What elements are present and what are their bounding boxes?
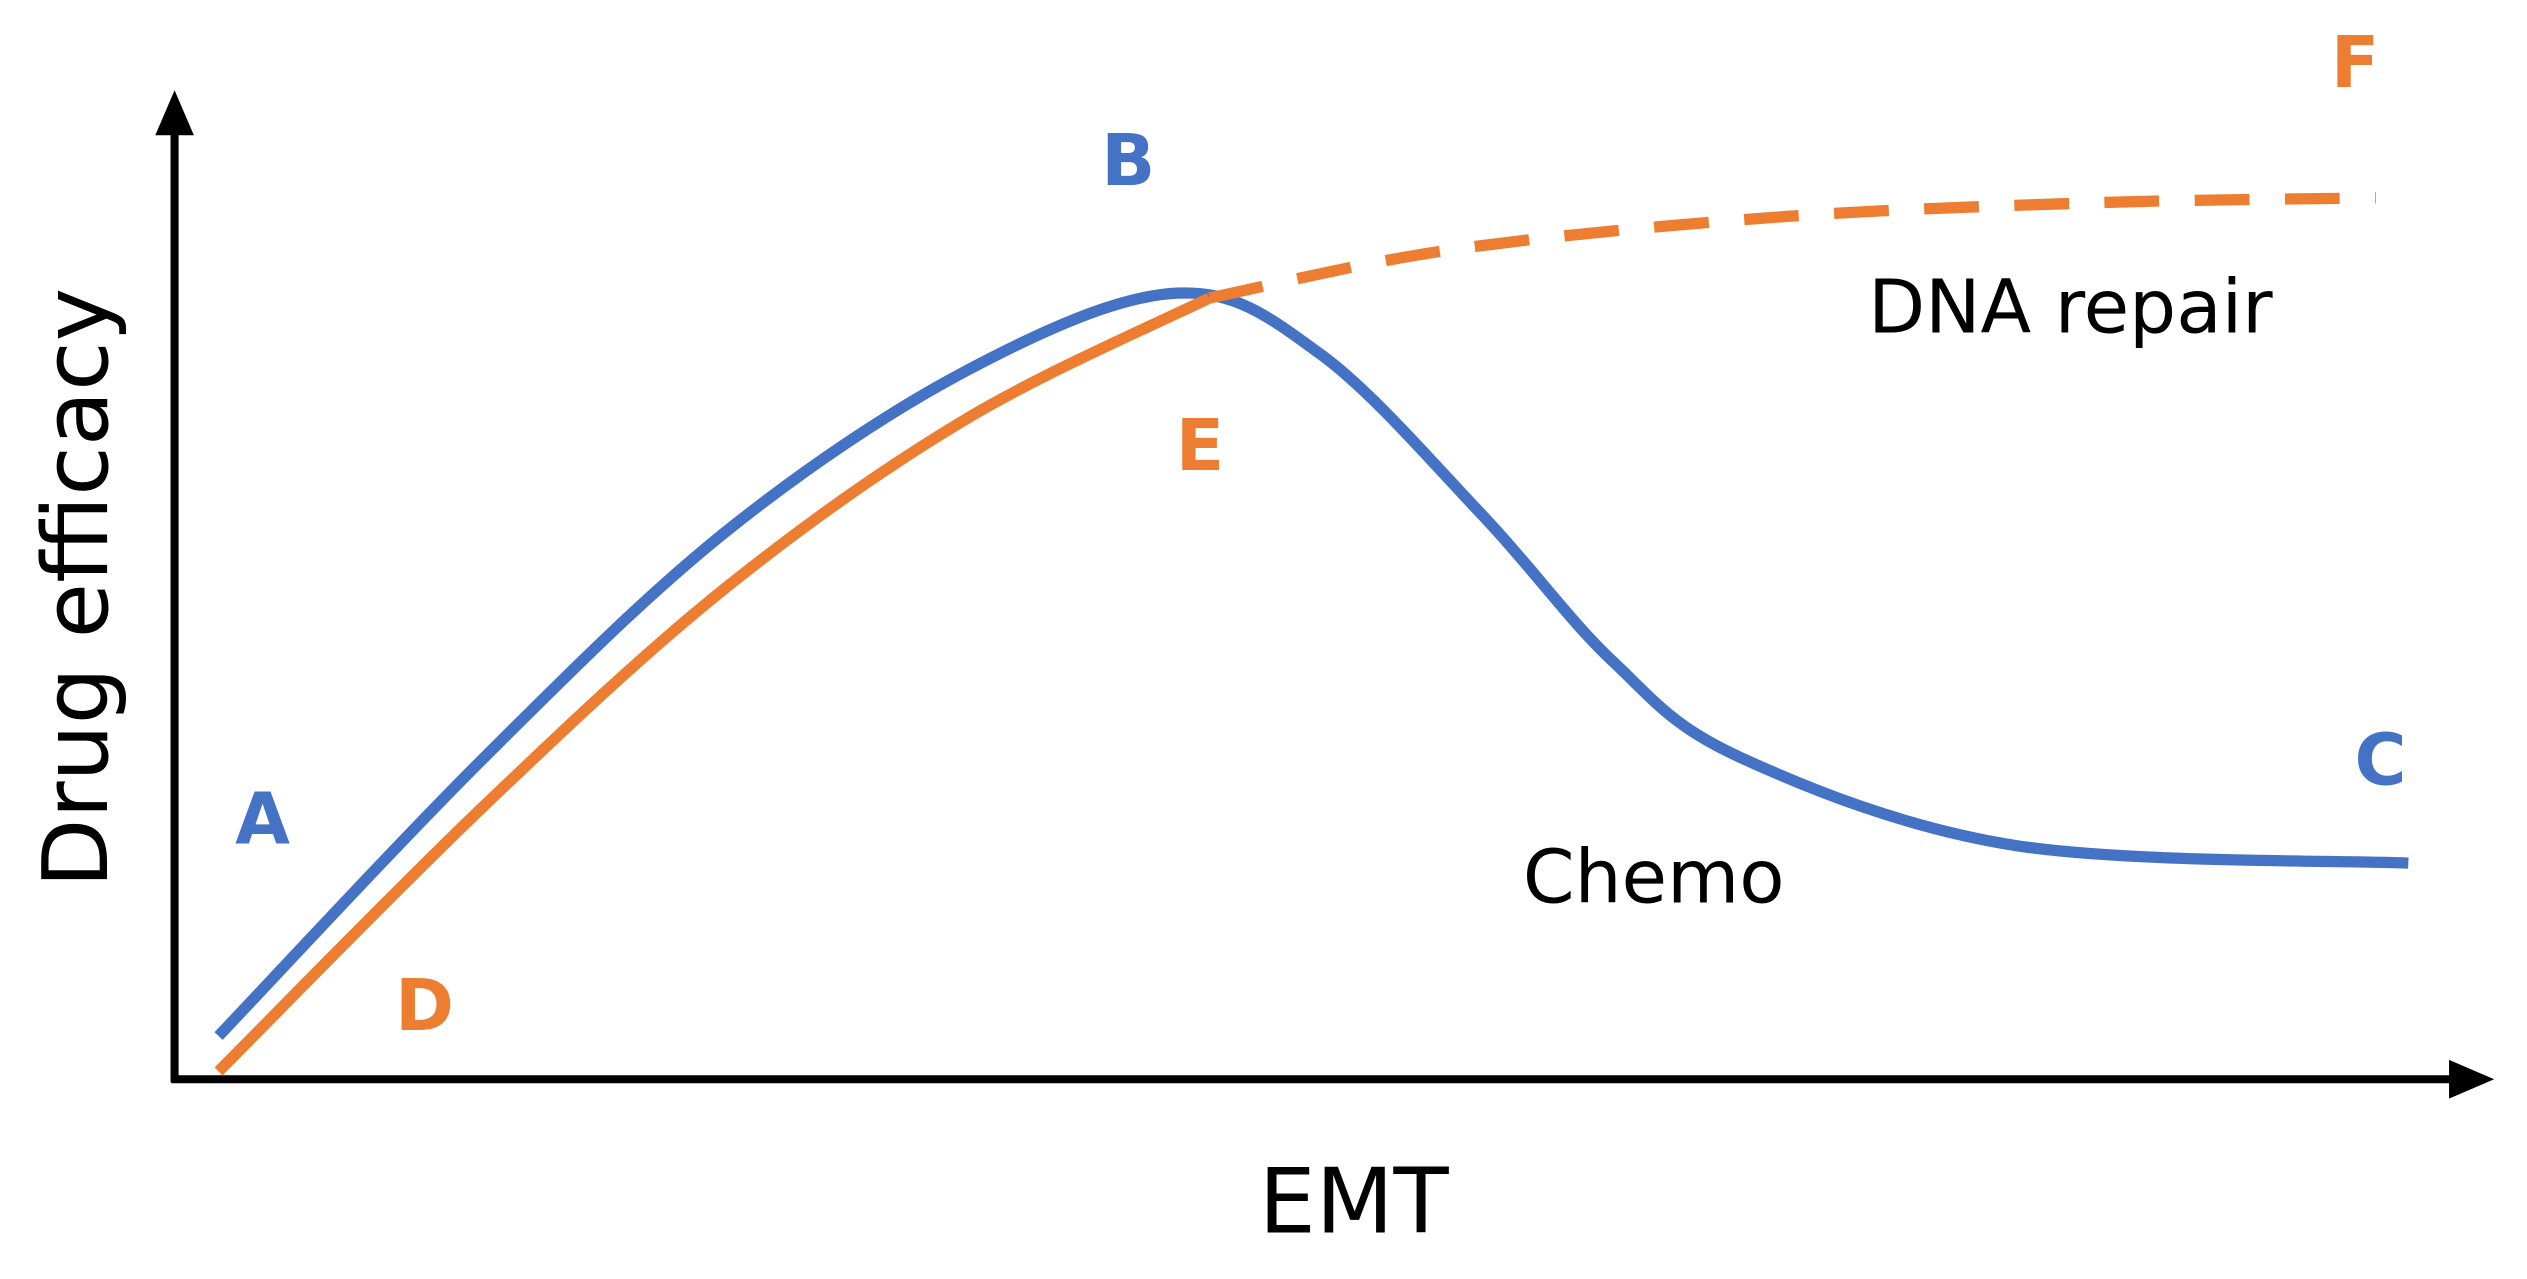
point-label-e: E: [1176, 404, 1224, 487]
y-axis-arrow-icon: [155, 90, 194, 136]
series-layer: [214, 192, 2409, 1076]
series-line-dna-repair-extrapolated: [1208, 192, 2377, 304]
y-axis-label: Drug efficacy: [24, 288, 129, 888]
series-label-dna-repair: DNA repair: [1868, 264, 2273, 350]
y-axis: [155, 90, 194, 1083]
point-label-f: F: [2331, 21, 2379, 104]
annotation-layer: A B C D E F DNA repair Chemo: [235, 21, 2406, 1047]
point-label-c: C: [2355, 718, 2407, 801]
point-label-a: A: [235, 777, 290, 860]
series-line-chemo: [214, 287, 2409, 1040]
series-line-dna-repair: [214, 293, 1212, 1076]
x-axis: [171, 1059, 2495, 1099]
point-label-b: B: [1101, 119, 1155, 202]
x-axis-label: EMT: [1259, 1149, 1450, 1254]
x-axis-arrow-icon: [2449, 1059, 2495, 1099]
point-label-d: D: [395, 964, 454, 1047]
series-label-chemo: Chemo: [1523, 834, 1785, 920]
